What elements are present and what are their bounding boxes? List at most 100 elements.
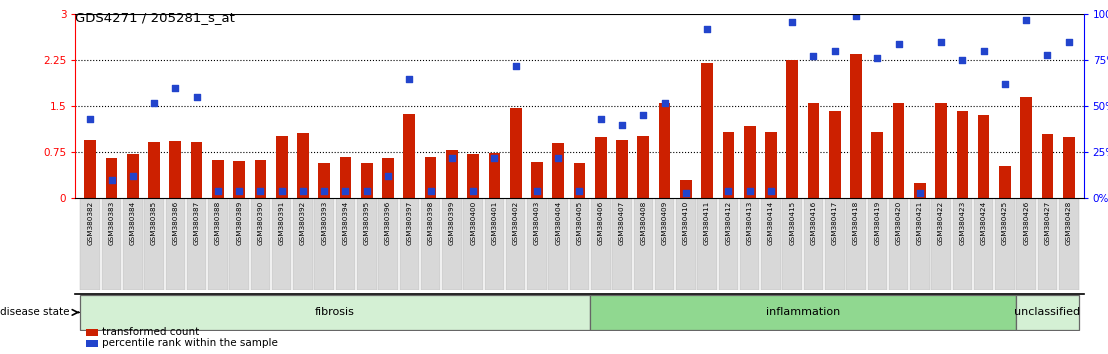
Bar — [974, 198, 994, 290]
Point — [656, 100, 674, 105]
Bar — [424, 157, 437, 198]
Bar — [144, 198, 164, 290]
Point — [975, 48, 993, 54]
Text: GSM380399: GSM380399 — [449, 201, 455, 245]
Text: GSM380400: GSM380400 — [470, 201, 476, 245]
Bar — [506, 198, 525, 290]
Bar — [1042, 134, 1054, 198]
Bar — [276, 136, 288, 198]
Bar — [553, 143, 564, 198]
Bar — [463, 198, 483, 290]
Text: GSM380385: GSM380385 — [151, 201, 157, 245]
Bar — [191, 142, 203, 198]
Bar — [447, 150, 458, 198]
Point — [337, 188, 355, 194]
Text: GSM380428: GSM380428 — [1066, 201, 1071, 245]
Point — [869, 56, 886, 61]
Bar — [297, 133, 309, 198]
Text: GSM380413: GSM380413 — [747, 201, 752, 245]
Bar — [510, 108, 522, 198]
Bar — [932, 198, 951, 290]
Bar — [212, 160, 224, 198]
Bar — [676, 198, 696, 290]
Text: GSM380390: GSM380390 — [257, 201, 264, 245]
Point — [103, 177, 121, 183]
Bar — [484, 198, 504, 290]
Text: GSM380409: GSM380409 — [661, 201, 668, 245]
Bar — [871, 132, 883, 198]
Text: GSM380411: GSM380411 — [704, 201, 710, 245]
Bar — [1016, 295, 1079, 330]
Bar — [250, 198, 270, 290]
Bar — [271, 198, 291, 290]
Text: fibrosis: fibrosis — [315, 307, 355, 318]
Bar — [889, 198, 909, 290]
Point — [443, 155, 461, 161]
Bar — [977, 115, 989, 198]
Point — [592, 116, 609, 122]
Text: GSM380408: GSM380408 — [640, 201, 646, 245]
Point — [358, 188, 376, 194]
Bar — [123, 198, 143, 290]
Bar — [829, 111, 841, 198]
Text: GSM380387: GSM380387 — [194, 201, 199, 245]
Text: GSM380384: GSM380384 — [130, 201, 136, 245]
Point — [825, 48, 843, 54]
Bar — [84, 140, 96, 198]
Bar — [697, 198, 717, 290]
Bar — [680, 180, 691, 198]
Point — [145, 100, 163, 105]
Bar — [208, 198, 227, 290]
Bar — [357, 198, 377, 290]
Bar — [1016, 198, 1036, 290]
Bar — [378, 198, 398, 290]
Point — [635, 113, 653, 118]
Point — [762, 188, 780, 194]
Bar — [105, 158, 117, 198]
Text: GSM380414: GSM380414 — [768, 201, 773, 245]
Point — [613, 122, 630, 127]
Bar — [595, 137, 606, 198]
Bar — [761, 198, 781, 290]
Text: GSM380412: GSM380412 — [726, 201, 731, 245]
Point — [209, 188, 227, 194]
Point — [400, 76, 418, 81]
Bar — [1020, 97, 1032, 198]
Bar — [170, 141, 182, 198]
Text: GSM380388: GSM380388 — [215, 201, 220, 245]
Text: GSM380418: GSM380418 — [853, 201, 859, 245]
Bar — [548, 198, 568, 290]
Point — [1038, 52, 1056, 57]
Bar — [893, 103, 904, 198]
Bar — [468, 154, 479, 198]
Bar — [570, 198, 589, 290]
Point — [698, 26, 716, 32]
Bar — [655, 198, 675, 290]
Point — [783, 19, 801, 24]
Bar — [229, 198, 249, 290]
Bar — [340, 156, 351, 198]
Bar — [102, 198, 121, 290]
Point — [719, 188, 737, 194]
Bar — [935, 103, 947, 198]
Bar — [847, 198, 865, 290]
Bar — [81, 198, 100, 290]
Point — [316, 188, 334, 194]
Bar — [382, 158, 393, 198]
Bar — [315, 198, 334, 290]
Text: GSM380386: GSM380386 — [173, 201, 178, 245]
Bar — [187, 198, 206, 290]
Bar — [361, 163, 372, 198]
Text: GSM380403: GSM380403 — [534, 201, 540, 245]
Point — [294, 188, 311, 194]
Point — [187, 94, 205, 100]
Bar — [489, 153, 500, 198]
Bar — [294, 198, 312, 290]
Text: GSM380394: GSM380394 — [342, 201, 349, 245]
Bar — [1063, 137, 1075, 198]
Bar — [740, 198, 759, 290]
Point — [550, 155, 567, 161]
Bar — [318, 162, 330, 198]
Text: GSM380383: GSM380383 — [109, 201, 114, 245]
Text: GSM380422: GSM380422 — [938, 201, 944, 245]
